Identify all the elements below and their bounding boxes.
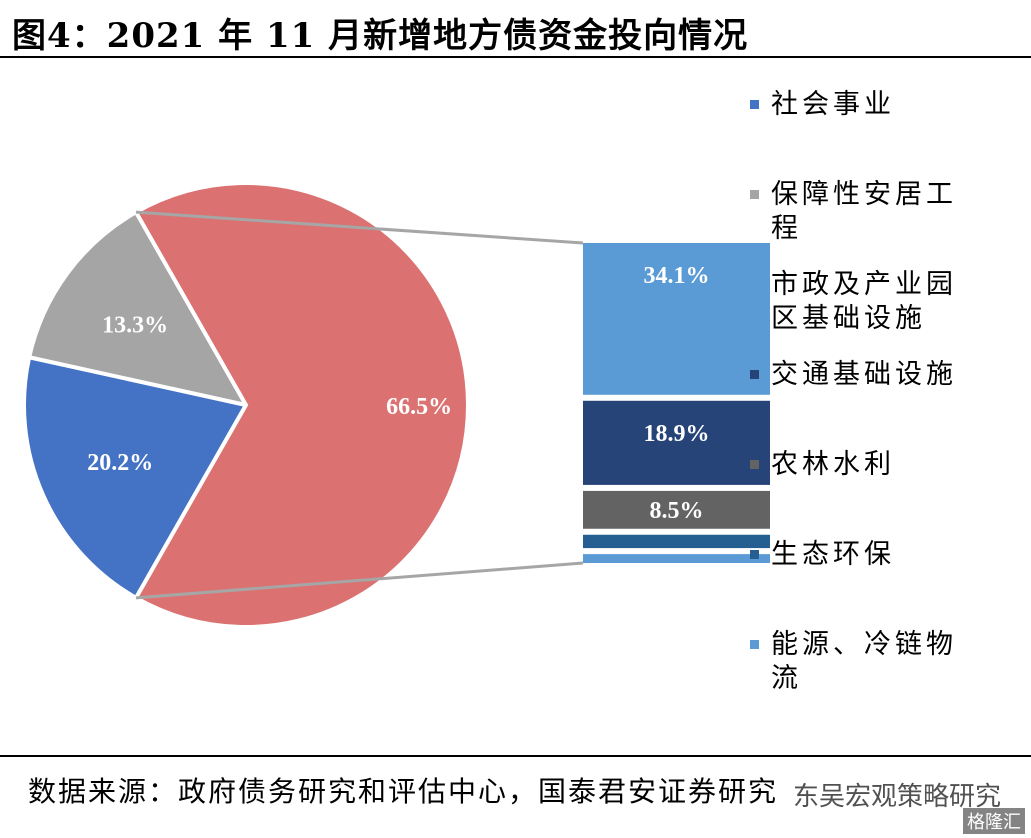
top-divider: [0, 56, 1031, 58]
legend-item: 市政及产业园区基础设施: [750, 268, 986, 336]
connector-line-top: [135, 210, 584, 245]
slice-label: 13.3%: [102, 312, 168, 338]
bar-segment-label: 34.1%: [644, 263, 710, 289]
legend-label: 能源、冷链物流: [771, 629, 957, 694]
legend-item: 能源、冷链物流: [750, 628, 986, 696]
slice-label: 20.2%: [87, 450, 153, 476]
bar-segment: [583, 490, 770, 529]
bar-segment: [583, 400, 770, 485]
bar-segment: [583, 243, 770, 395]
bar-segment: [583, 554, 770, 563]
legend-item: 农林水利: [750, 448, 986, 482]
watermark-logo: 格隆汇: [963, 808, 1025, 834]
pie-slice: [26, 209, 250, 408]
legend-swatch: [750, 460, 759, 469]
chart-title: 图4：2021 年 11 月新增地方债资金投向情况: [12, 16, 749, 56]
legend-item: 社会事业: [750, 88, 986, 122]
legend-label: 市政及产业园区基础设施: [771, 269, 957, 334]
legend-item: 交通基础设施: [750, 358, 986, 392]
legend-label: 社会事业: [771, 89, 895, 120]
slice-label: 66.5%: [386, 394, 452, 420]
legend-label: 交通基础设施: [771, 359, 957, 390]
legend-swatch: [750, 190, 759, 199]
legend-item: 保障性安居工程: [750, 178, 986, 246]
legend-swatch: [750, 370, 759, 379]
pie-chart: 20.2% 13.3% 66.5% 34.1% 18.9% 8.5%: [22, 181, 770, 629]
legend-item: 生态环保: [750, 538, 986, 572]
legend-label: 生态环保: [771, 539, 895, 570]
legend-label: 保障性安居工程: [771, 179, 957, 244]
bottom-divider: [0, 755, 1031, 757]
source-note: 数据来源：政府债务研究和评估中心，国泰君安证券研究: [28, 775, 779, 808]
legend-swatch: [750, 640, 759, 649]
watermark: 东吴宏观策略研究: [792, 782, 1001, 812]
pie-slice: [133, 181, 470, 629]
bar-segment-label: 18.9%: [644, 421, 710, 447]
pie-slice: [22, 354, 250, 601]
bar-segment: [583, 534, 770, 549]
bar-segment-label: 8.5%: [650, 498, 704, 524]
legend-swatch: [750, 280, 759, 289]
legend-label: 农林水利: [771, 449, 895, 480]
legend-swatch: [750, 100, 759, 109]
legend-swatch: [750, 550, 759, 559]
connector-line-bottom: [135, 561, 584, 600]
